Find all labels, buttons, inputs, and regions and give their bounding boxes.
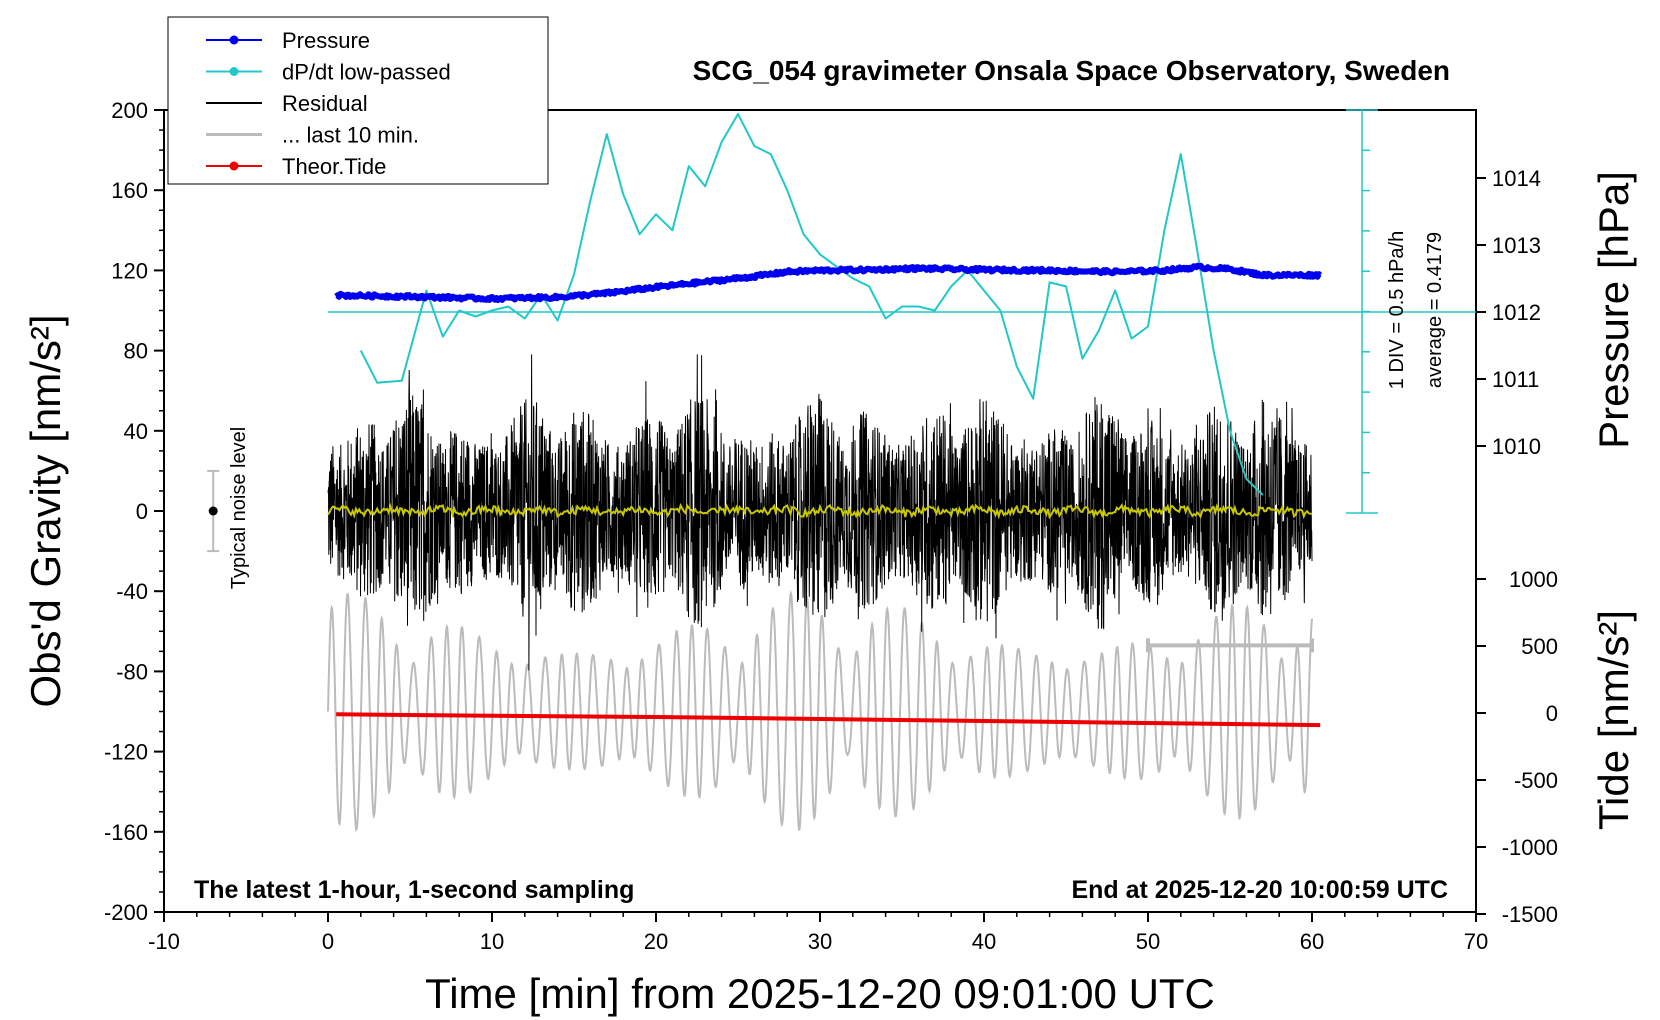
y-left-tick-label: 120: [111, 258, 148, 283]
x-tick-label: 60: [1300, 929, 1324, 954]
series-layer: [207, 109, 1476, 832]
y-tide-tick-label: -1000: [1502, 835, 1558, 860]
noise-bar-dot: [208, 506, 218, 516]
y-tide-tick-label: -1500: [1502, 902, 1558, 927]
y-pressure-tick-label: 1011: [1492, 367, 1539, 392]
x-tick-label: 20: [644, 929, 668, 954]
series-pressure: [334, 262, 1323, 304]
y-axis-title-tide: Tide [nm/s²]: [1590, 610, 1637, 830]
y-tide-tick-label: 1000: [1509, 567, 1558, 592]
y-left-tick-label: -40: [116, 579, 148, 604]
y-pressure-tick-label: 1013: [1492, 233, 1541, 258]
legend-label-4: Theor.Tide: [282, 154, 386, 179]
y-left-tick-label: 160: [111, 178, 148, 203]
x-tick-label: 0: [322, 929, 334, 954]
legend: Pressure dP/dt low-passed Residual ... last…: [167, 16, 549, 185]
y-pressure-tick-label: 1014: [1492, 166, 1541, 191]
y-pressure-tick-label: 1012: [1492, 300, 1541, 325]
y-pressure-tick-label: 1010: [1492, 434, 1541, 459]
annotation-bottom-left: The latest 1-hour, 1-second sampling: [194, 876, 634, 904]
y-tide-tick-label: -500: [1514, 768, 1558, 793]
x-tick-label: 70: [1464, 929, 1488, 954]
annotation-bottom-right: End at 2025-12-20 10:00:59 UTC: [1071, 876, 1448, 904]
x-tick-label: -10: [148, 929, 180, 954]
legend-marker-4: [229, 161, 239, 171]
y-tide-tick-label: 0: [1546, 701, 1558, 726]
x-tick-label: 50: [1136, 929, 1160, 954]
y-left-tick-label: 40: [124, 419, 148, 444]
y-left-tick-label: -160: [104, 820, 148, 845]
series-residual-lowpassed: [327, 502, 1312, 520]
legend-marker-1: [229, 67, 239, 76]
y-left-tick-label: -80: [116, 659, 148, 684]
y-left-tick-label: -200: [104, 900, 148, 925]
series-residual-grey: [327, 590, 1313, 832]
series-dpdt: [359, 113, 1264, 496]
y-tide-tick-label: 500: [1521, 634, 1558, 659]
axis-layer: -10 0 10 20 30 40 50 60 70 200 160 120 80 40 0 -40 -80 -1…: [104, 98, 1558, 954]
y-left-tick-label: 0: [136, 499, 148, 524]
series-residual: [327, 354, 1313, 671]
y-axis-title-pressure: Pressure [hPa]: [1590, 171, 1637, 449]
y-left-tick-label: 80: [124, 339, 148, 364]
x-axis-title: Time [min] from 2025-12-20 09:01:00 UTC: [425, 970, 1215, 1017]
legend-label-2: Residual: [282, 91, 368, 116]
x-tick-label: 10: [480, 929, 504, 954]
series-theor-tide: [336, 712, 1321, 728]
chart-title: SCG_054 gravimeter Onsala Space Observat…: [693, 55, 1450, 86]
y-axis-title-left: Obs'd Gravity [nm/s²]: [22, 314, 69, 707]
legend-label-0: Pressure: [282, 28, 370, 53]
legend-marker-0: [229, 35, 239, 45]
annotation-average: average = 0.4179: [1424, 232, 1446, 388]
legend-label-3: ... last 10 min.: [282, 123, 419, 148]
x-tick-label: 40: [972, 929, 996, 954]
legend-box: [167, 16, 549, 185]
annotation-div: 1 DIV = 0.5 hPa/h: [1386, 231, 1408, 389]
x-tick-label: 30: [808, 929, 832, 954]
legend-label-1: dP/dt low-passed: [282, 60, 451, 85]
y-left-tick-label: -120: [104, 740, 148, 765]
y-left-tick-label: 200: [111, 98, 148, 123]
annotation-noise-level: Typical noise level: [228, 427, 250, 589]
